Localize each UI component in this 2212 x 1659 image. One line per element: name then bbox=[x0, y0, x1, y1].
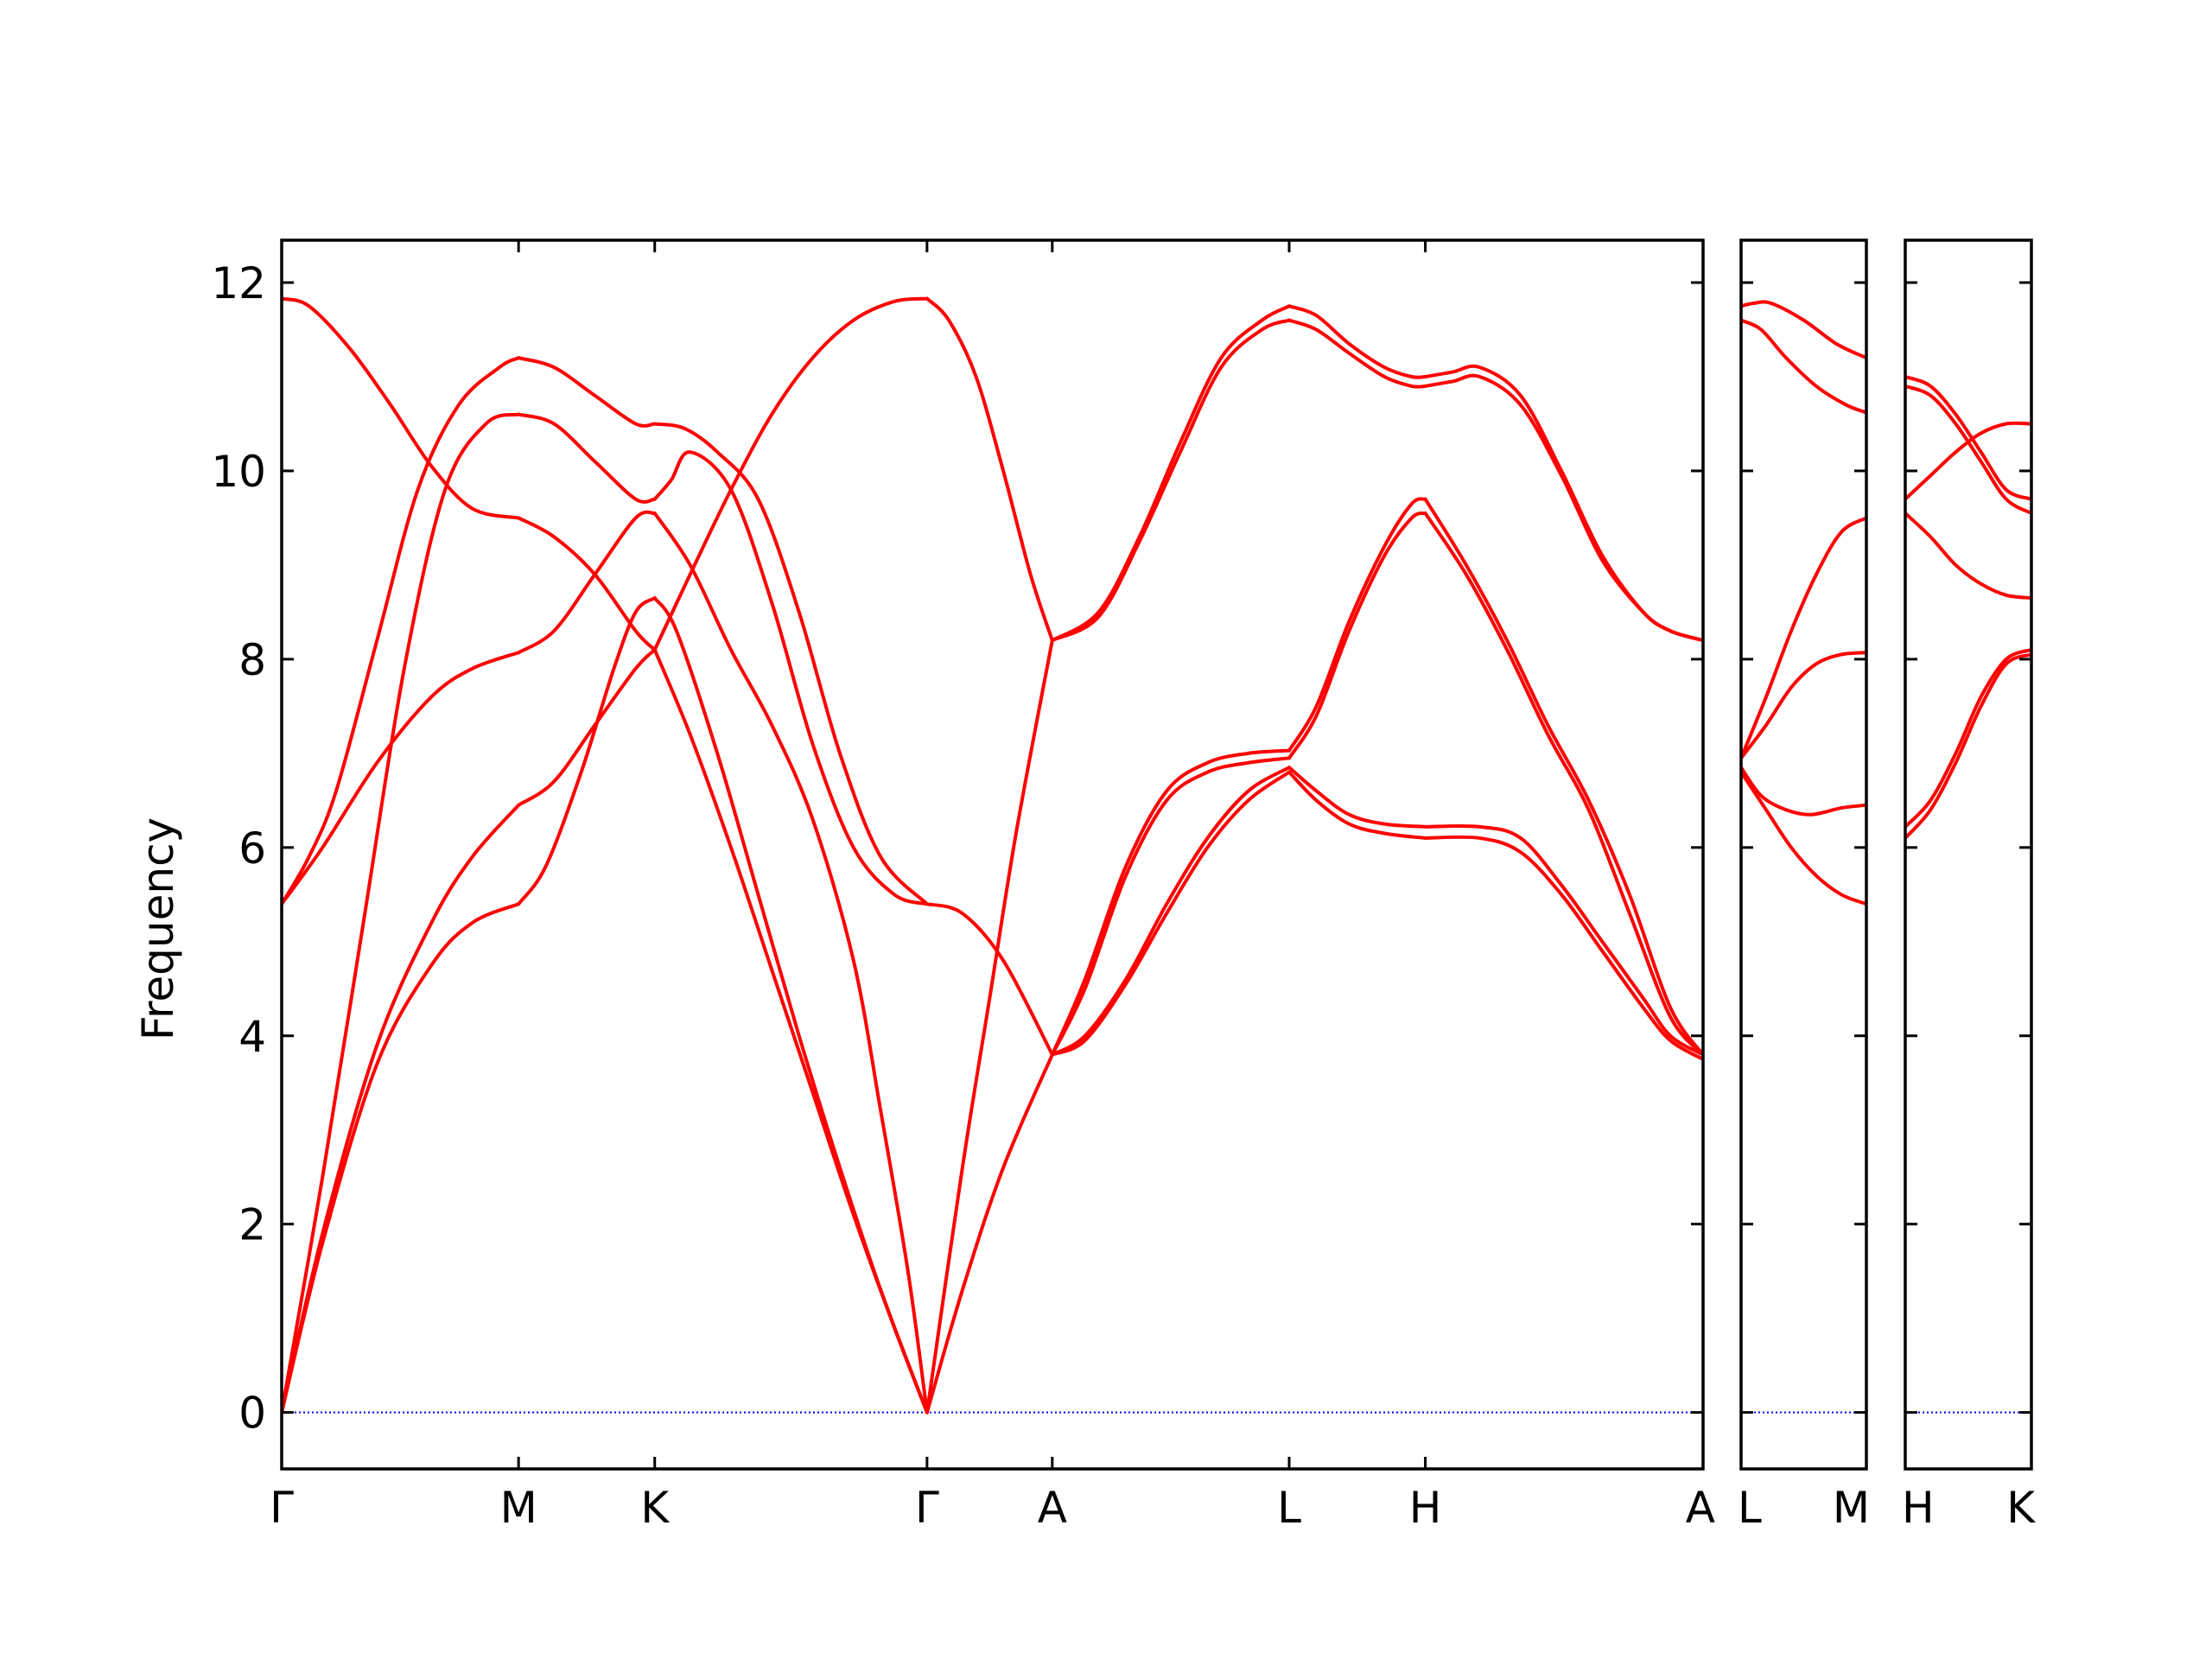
band-line-29 bbox=[1287, 304, 1427, 379]
band-line-20 bbox=[925, 639, 1054, 1414]
band-line-22 bbox=[925, 902, 1054, 1057]
band-line-5 bbox=[282, 412, 521, 1414]
y-tick-label: 12 bbox=[211, 258, 266, 308]
band-line-1 bbox=[1905, 375, 2031, 501]
band-line-40 bbox=[1423, 835, 1703, 1061]
x-tick-label: Γ bbox=[270, 1483, 294, 1533]
band-line-5 bbox=[1905, 648, 2031, 829]
band-line-6 bbox=[1741, 770, 1866, 906]
panel-frame bbox=[280, 238, 1705, 1471]
y-tick-label: 4 bbox=[238, 1012, 266, 1062]
band-line-3 bbox=[1741, 516, 1866, 760]
band-lines bbox=[282, 296, 1703, 1414]
band-line-3 bbox=[1905, 421, 2031, 501]
panel-frame bbox=[1904, 238, 2033, 1471]
band-line-37 bbox=[1423, 497, 1703, 1057]
band-line-10 bbox=[517, 412, 657, 504]
x-tick-label: M bbox=[500, 1483, 537, 1533]
x-tick-label: M bbox=[1833, 1483, 1870, 1533]
x-tick-label: K bbox=[640, 1483, 670, 1533]
x-tick-label: Γ bbox=[915, 1483, 939, 1533]
x-tick-label: H bbox=[1409, 1483, 1442, 1533]
band-line-18 bbox=[652, 296, 929, 652]
band-line-24 bbox=[1050, 318, 1291, 643]
band-line-28 bbox=[1050, 770, 1291, 1057]
panel-1: 0 2 4 6 8 10 12 Γ M K Γ A L H A bbox=[211, 238, 1715, 1533]
x-tick-label: K bbox=[2006, 1483, 2036, 1533]
band-lines bbox=[1905, 375, 2031, 840]
band-line-30 bbox=[1287, 318, 1427, 389]
band-line-17 bbox=[652, 512, 929, 1414]
x-tick-label: A bbox=[1686, 1483, 1715, 1533]
band-line-25 bbox=[1050, 748, 1291, 1057]
band-line-4 bbox=[282, 651, 521, 906]
band-line-8 bbox=[517, 596, 657, 906]
x-tick-label: A bbox=[1038, 1483, 1067, 1533]
y-tick-label: 0 bbox=[238, 1389, 266, 1439]
y-tick-label: 10 bbox=[211, 447, 266, 497]
band-line-19 bbox=[925, 296, 1054, 643]
band-line-32 bbox=[1287, 511, 1427, 760]
band-line-36 bbox=[1423, 373, 1703, 643]
band-line-1 bbox=[1741, 300, 1866, 360]
band-line-34 bbox=[1287, 770, 1427, 840]
band-line-6 bbox=[282, 296, 521, 520]
y-tick-label: 6 bbox=[238, 823, 266, 874]
y-tick-label: 8 bbox=[238, 635, 266, 685]
band-line-15 bbox=[652, 422, 929, 906]
x-tick-label: H bbox=[1902, 1483, 1935, 1533]
band-line-23 bbox=[1050, 304, 1291, 643]
band-line-16 bbox=[652, 450, 929, 906]
band-line-26 bbox=[1050, 756, 1291, 1057]
band-line-2 bbox=[1741, 318, 1866, 415]
band-lines bbox=[1741, 300, 1866, 906]
band-line-33 bbox=[1287, 766, 1427, 829]
band-line-39 bbox=[1423, 823, 1703, 1057]
y-axis-label: Frequency bbox=[133, 817, 183, 1040]
band-line-31 bbox=[1287, 497, 1427, 753]
band-line-9 bbox=[517, 356, 657, 428]
band-line-27 bbox=[1050, 766, 1291, 1057]
y-tick-label: 2 bbox=[238, 1200, 266, 1250]
band-line-3 bbox=[282, 356, 521, 906]
band-line-38 bbox=[1423, 512, 1703, 1057]
x-tick-label: L bbox=[1738, 1483, 1762, 1533]
band-line-2 bbox=[282, 902, 521, 1414]
band-line-4 bbox=[1905, 512, 2031, 601]
band-line-5 bbox=[1741, 766, 1866, 817]
band-line-4 bbox=[1741, 651, 1866, 760]
panel-frame bbox=[1739, 238, 1868, 1471]
band-line-6 bbox=[1905, 652, 2031, 840]
band-line-14 bbox=[652, 596, 929, 1414]
x-tick-label: L bbox=[1277, 1483, 1301, 1533]
band-line-12 bbox=[517, 516, 657, 652]
band-line-21 bbox=[925, 1052, 1054, 1414]
